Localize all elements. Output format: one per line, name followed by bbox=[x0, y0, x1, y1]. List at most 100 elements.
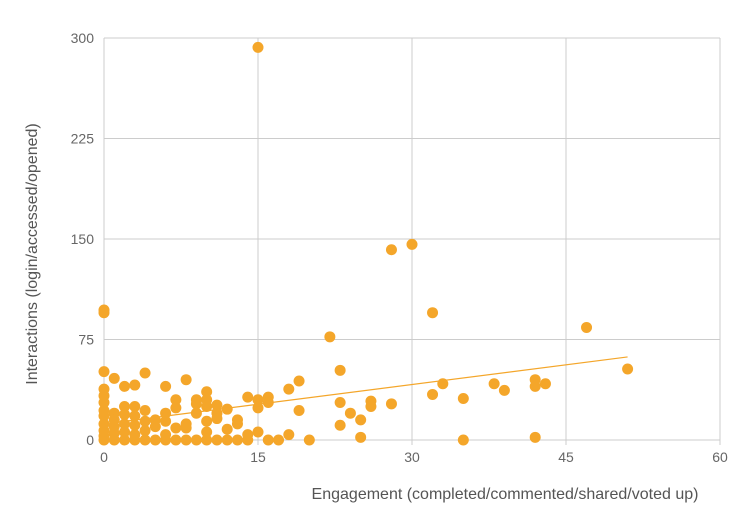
data-point bbox=[262, 396, 274, 408]
data-point bbox=[160, 380, 172, 392]
data-point bbox=[160, 407, 172, 419]
data-point bbox=[160, 415, 172, 427]
data-point bbox=[180, 434, 192, 446]
data-point bbox=[108, 372, 120, 384]
data-point bbox=[488, 378, 500, 390]
data-point bbox=[498, 384, 510, 396]
data-point bbox=[273, 434, 285, 446]
data-point bbox=[242, 391, 254, 403]
data-point bbox=[427, 307, 439, 319]
data-point bbox=[149, 421, 161, 433]
data-point bbox=[201, 426, 213, 438]
data-point bbox=[119, 380, 131, 392]
data-point bbox=[365, 401, 377, 412]
data-point bbox=[119, 409, 131, 421]
data-point bbox=[334, 419, 346, 431]
data-point bbox=[129, 379, 141, 391]
y-tick-label: 0 bbox=[86, 432, 94, 448]
data-point bbox=[190, 407, 202, 419]
data-point bbox=[160, 434, 172, 446]
y-axis-title: Interactions (login/accessed/opened) bbox=[24, 123, 41, 385]
data-point bbox=[457, 434, 469, 446]
trendline-layer bbox=[103, 356, 628, 425]
data-point bbox=[231, 418, 243, 430]
data-point bbox=[406, 238, 418, 250]
data-point bbox=[385, 398, 397, 410]
data-point bbox=[119, 426, 131, 438]
data-point bbox=[201, 415, 213, 427]
y-tick-label: 75 bbox=[78, 332, 94, 348]
data-point bbox=[221, 403, 233, 415]
data-point bbox=[129, 401, 141, 412]
data-point bbox=[283, 429, 295, 441]
data-point bbox=[293, 375, 305, 387]
data-point bbox=[334, 364, 346, 376]
data-point bbox=[190, 398, 202, 410]
x-tick-label: 15 bbox=[250, 449, 266, 465]
x-tick-label: 60 bbox=[712, 449, 728, 465]
data-point bbox=[242, 434, 254, 446]
data-point bbox=[170, 402, 182, 414]
data-point bbox=[231, 434, 243, 446]
data-point bbox=[529, 380, 541, 392]
data-point bbox=[180, 374, 192, 386]
y-tick-label: 225 bbox=[71, 131, 95, 147]
x-tick-label: 30 bbox=[404, 449, 420, 465]
data-point bbox=[334, 396, 346, 408]
data-point bbox=[221, 423, 233, 435]
data-point bbox=[283, 383, 295, 395]
data-point bbox=[139, 425, 151, 437]
data-point bbox=[355, 431, 367, 443]
x-axis-title: Engagement (completed/commented/shared/v… bbox=[312, 486, 699, 503]
data-point bbox=[293, 405, 305, 417]
y-tick-label: 150 bbox=[71, 231, 95, 247]
x-tick-label: 0 bbox=[100, 449, 108, 465]
data-point bbox=[437, 378, 449, 390]
data-point bbox=[211, 413, 223, 425]
trendline bbox=[103, 356, 628, 425]
data-point bbox=[170, 434, 182, 446]
data-point bbox=[211, 434, 223, 446]
data-point bbox=[129, 419, 141, 431]
tick-labels: 0 15 30 45 60 0 75 150 225 300 bbox=[71, 30, 728, 465]
data-point bbox=[139, 367, 151, 379]
data-point bbox=[98, 366, 110, 378]
data-point bbox=[622, 363, 634, 375]
x-tick-label: 45 bbox=[558, 449, 574, 465]
data-point bbox=[427, 388, 439, 400]
data-point bbox=[170, 422, 182, 434]
data-point bbox=[201, 386, 213, 398]
data-point bbox=[262, 434, 274, 446]
data-point bbox=[303, 434, 315, 446]
data-point bbox=[139, 434, 151, 446]
data-point bbox=[190, 434, 202, 446]
data-point bbox=[344, 407, 356, 419]
data-point bbox=[180, 422, 192, 434]
data-point bbox=[98, 307, 110, 319]
data-point bbox=[385, 244, 397, 256]
data-point bbox=[149, 434, 161, 446]
data-point bbox=[581, 321, 593, 333]
data-points bbox=[98, 41, 634, 446]
data-point bbox=[139, 405, 151, 417]
data-point bbox=[252, 402, 264, 414]
data-point bbox=[529, 431, 541, 443]
data-point bbox=[98, 396, 110, 408]
data-point bbox=[119, 401, 131, 412]
data-point bbox=[221, 434, 233, 446]
data-point bbox=[324, 331, 336, 343]
data-point bbox=[252, 41, 264, 53]
data-point bbox=[98, 410, 110, 422]
data-point bbox=[139, 415, 151, 427]
data-point bbox=[129, 434, 141, 446]
data-point bbox=[98, 434, 110, 446]
data-point bbox=[457, 392, 469, 404]
data-point bbox=[170, 394, 182, 406]
data-point bbox=[355, 414, 367, 426]
data-point bbox=[119, 434, 131, 446]
data-point bbox=[211, 399, 223, 411]
data-point bbox=[252, 394, 264, 406]
data-point bbox=[119, 418, 131, 430]
